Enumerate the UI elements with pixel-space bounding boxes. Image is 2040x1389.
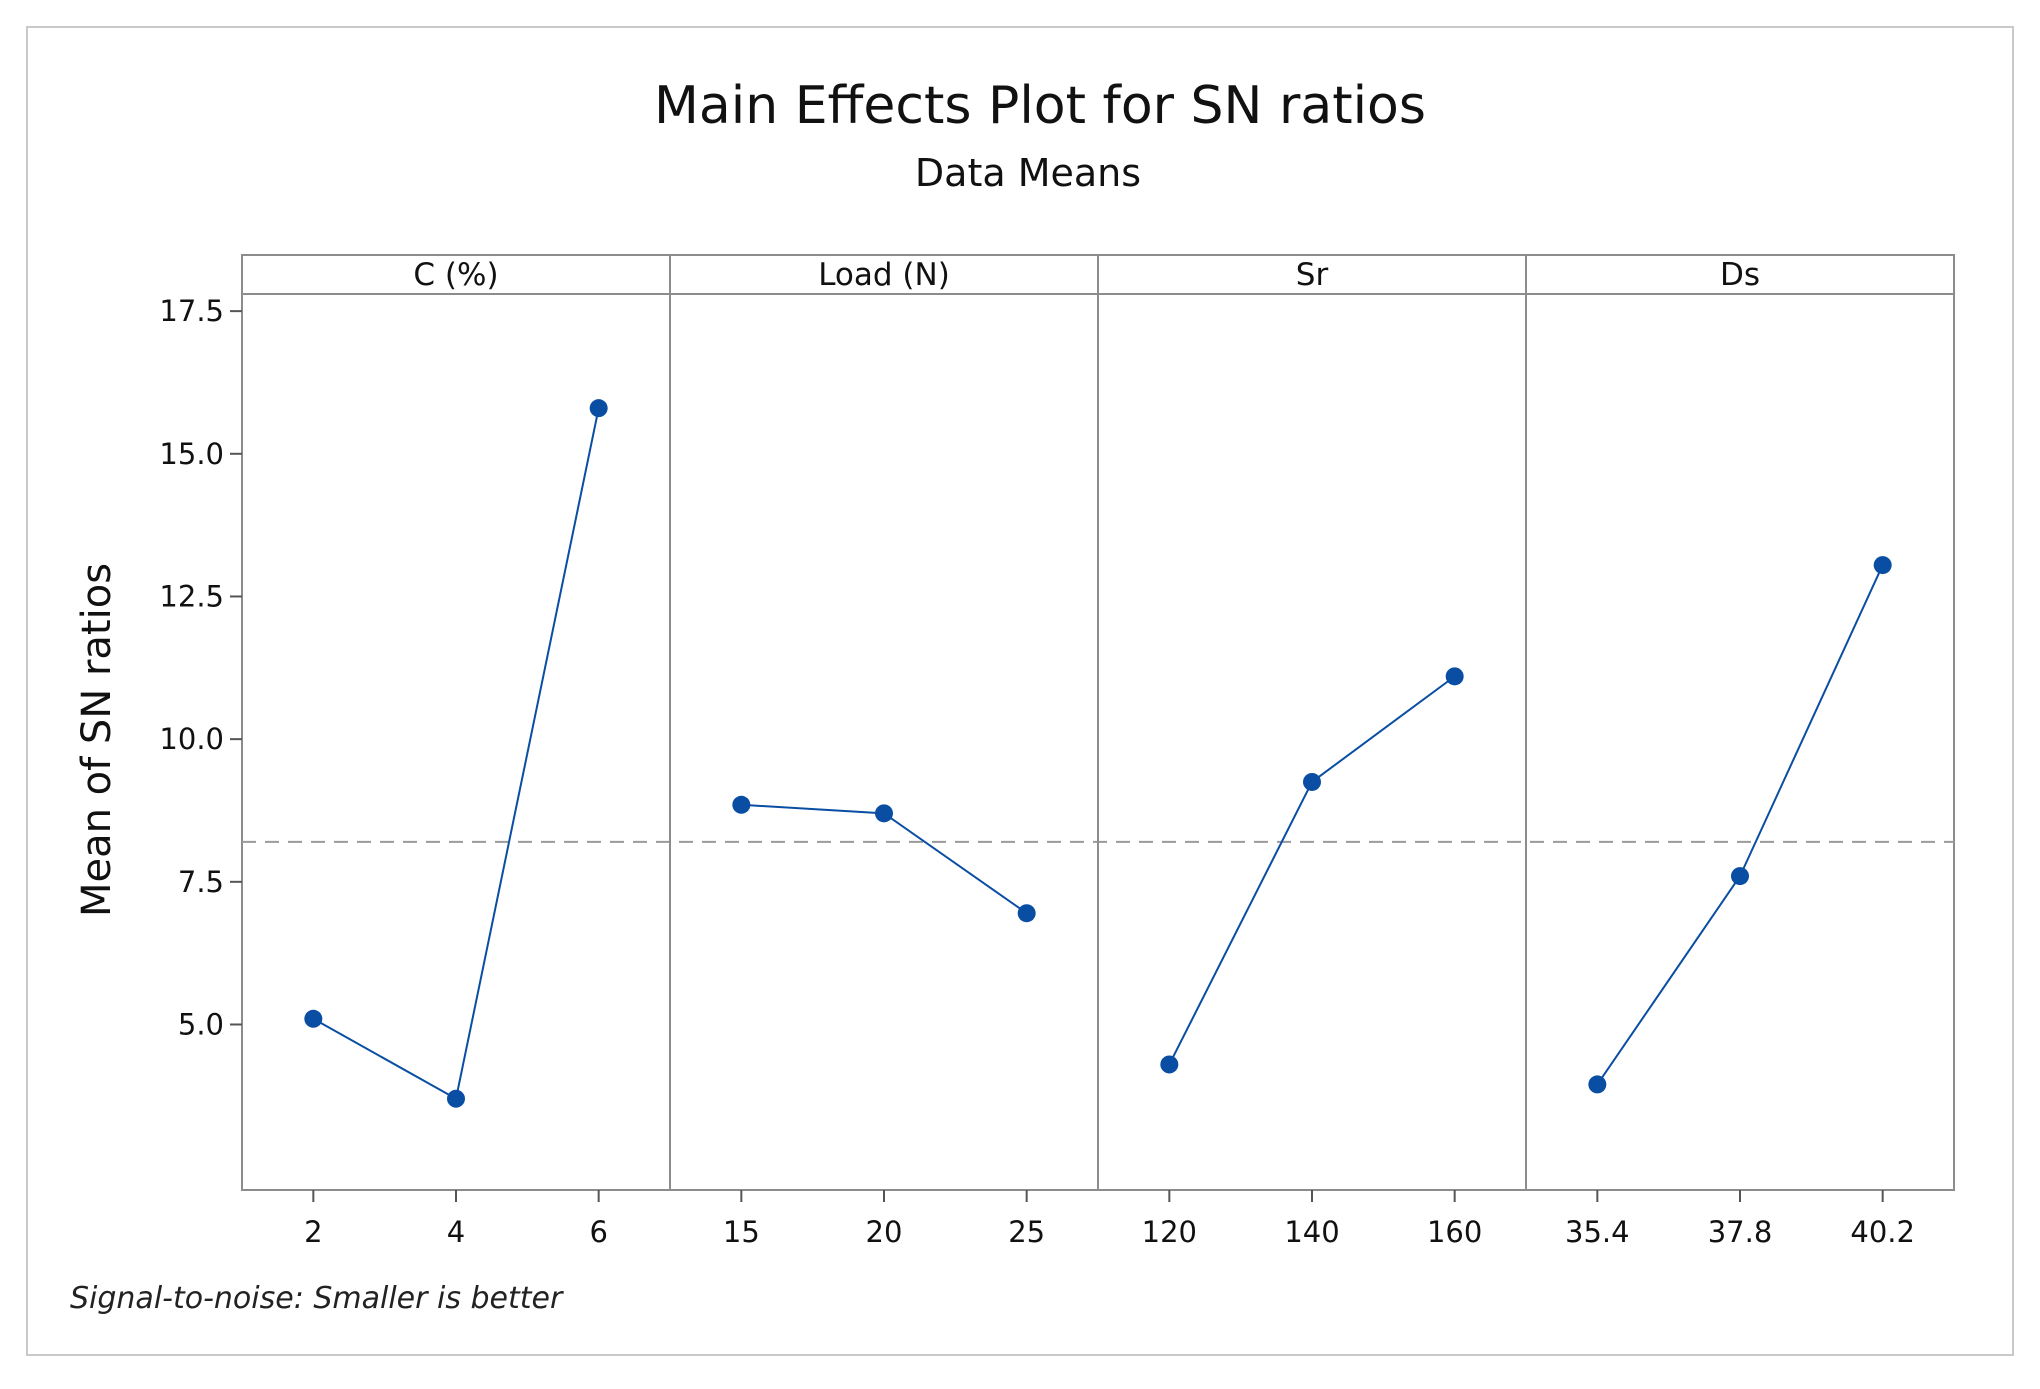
- x-tick-label: 25: [1008, 1215, 1045, 1249]
- x-tick-label: 35.4: [1565, 1215, 1630, 1249]
- x-tick-label: 37.8: [1708, 1215, 1773, 1249]
- data-point: [1588, 1075, 1607, 1094]
- x-tick-label: 2: [304, 1215, 322, 1249]
- chart-title: Main Effects Plot for SN ratios: [654, 76, 1426, 136]
- y-tick-label: 17.5: [159, 294, 224, 328]
- x-tick-label: 160: [1427, 1215, 1482, 1249]
- data-point: [1873, 556, 1892, 575]
- data-point: [447, 1089, 465, 1108]
- data-point: [1303, 772, 1321, 791]
- panel-label: C (%): [413, 257, 498, 293]
- y-tick-label: 10.0: [159, 722, 224, 756]
- panel-label: Sr: [1296, 257, 1329, 293]
- x-tick-label: 40.2: [1850, 1215, 1915, 1249]
- data-point: [304, 1009, 323, 1028]
- y-tick-label: 5.0: [178, 1007, 224, 1041]
- chart-subtitle: Data Means: [915, 151, 1141, 195]
- footnote: Signal-to-noise: Smaller is better: [70, 1281, 564, 1316]
- data-point: [1160, 1055, 1179, 1074]
- x-tick-label: 6: [589, 1215, 607, 1249]
- chart-frame: Main Effects Plot for SN ratios Data Mea…: [26, 26, 2014, 1356]
- series-line: [312, 407, 600, 1101]
- panel-label: Ds: [1720, 257, 1760, 293]
- main-effects-chart: Main Effects Plot for SN ratios Data Mea…: [70, 76, 1955, 1316]
- data-point: [1445, 667, 1464, 686]
- y-tick-label: 15.0: [159, 437, 224, 471]
- data-point: [1017, 904, 1036, 923]
- x-tick-label: 20: [866, 1215, 903, 1249]
- x-tick-label: 4: [447, 1215, 465, 1249]
- series-line: [1168, 675, 1456, 1065]
- y-axis-label: Mean of SN ratios: [74, 563, 120, 917]
- data-point: [732, 795, 751, 814]
- panel-label: Load (N): [818, 257, 950, 293]
- data-point: [1731, 867, 1749, 886]
- x-tick-label: 120: [1142, 1215, 1197, 1249]
- y-tick-label: 12.5: [159, 579, 224, 613]
- series-line: [1596, 564, 1884, 1085]
- data-point: [589, 399, 608, 418]
- x-tick-label: 140: [1284, 1215, 1339, 1249]
- data-point: [875, 804, 893, 823]
- y-tick-label: 7.5: [178, 865, 224, 899]
- x-tick-label: 15: [723, 1215, 760, 1249]
- plot-area: 5.0 7.5 10.0 12.5 15.0 17.5 C (%) 2 4 6 Load (N) 15…: [159, 254, 1955, 1249]
